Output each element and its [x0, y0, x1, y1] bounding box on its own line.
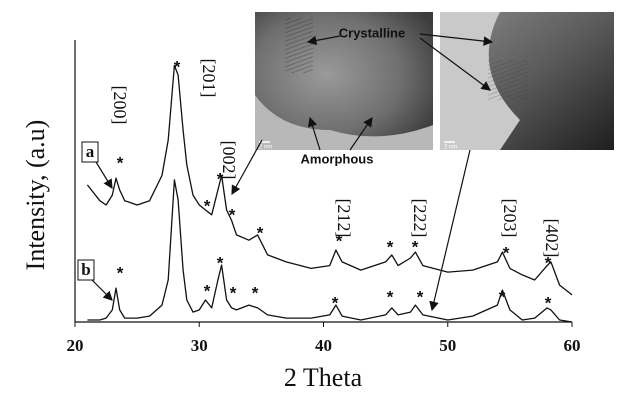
- series-label: a: [86, 142, 95, 161]
- peak-marker: *: [545, 253, 552, 272]
- peak-marker: *: [336, 231, 343, 250]
- peak-label: [201]: [199, 59, 219, 98]
- peak-label: [203]: [500, 199, 520, 238]
- peak-label: [222]: [410, 199, 430, 238]
- scale-bar-label: 2 nm: [259, 145, 272, 151]
- x-tick-label: 50: [439, 336, 456, 355]
- inset-label: Crystalline: [339, 25, 405, 40]
- peak-marker: *: [417, 287, 424, 306]
- peak-marker: *: [117, 153, 124, 172]
- x-tick-label: 60: [564, 336, 581, 355]
- peak-marker: *: [412, 237, 419, 256]
- peak-marker: *: [332, 293, 339, 312]
- x-tick-label: 20: [67, 336, 84, 355]
- peak-marker: *: [217, 169, 224, 188]
- arrows: [91, 33, 494, 312]
- peak-marker: *: [117, 263, 124, 282]
- peak-marker: *: [257, 223, 264, 242]
- x-tick-label: 30: [191, 336, 208, 355]
- peak-marker: *: [499, 287, 506, 306]
- peak-label: [002]: [219, 141, 239, 180]
- peak-marker: *: [387, 237, 394, 256]
- legend-box: [81, 141, 99, 163]
- legend-box: [77, 259, 95, 281]
- peak-marker: *: [503, 243, 510, 262]
- peak-marker: *: [387, 287, 394, 306]
- tem-image-2: 2 nm: [440, 12, 614, 151]
- peak-marker: *: [217, 253, 224, 272]
- x-axis-label: 2 Theta: [284, 363, 363, 392]
- series-label: b: [81, 260, 90, 279]
- tem-image-1: 2 nm: [255, 12, 433, 151]
- peak-marker: *: [252, 283, 259, 302]
- peak-label: [402]: [542, 219, 562, 258]
- peak-label: [200]: [110, 86, 130, 125]
- x-tick-label: 40: [315, 336, 332, 355]
- y-axis-label: Intensity, (a.u): [21, 120, 50, 271]
- peak-marker: *: [204, 281, 211, 300]
- peak-marker: *: [204, 196, 211, 215]
- series-line: [86, 64, 573, 296]
- peak-label: [212]: [334, 199, 354, 238]
- peak-marker: *: [230, 283, 237, 302]
- peak-marker: *: [545, 293, 552, 312]
- scale-bar-label: 2 nm: [444, 145, 457, 151]
- inset-label: Amorphous: [301, 151, 374, 166]
- peak-marker: *: [229, 205, 236, 224]
- series-line: [87, 179, 573, 323]
- peak-marker: *: [174, 57, 181, 76]
